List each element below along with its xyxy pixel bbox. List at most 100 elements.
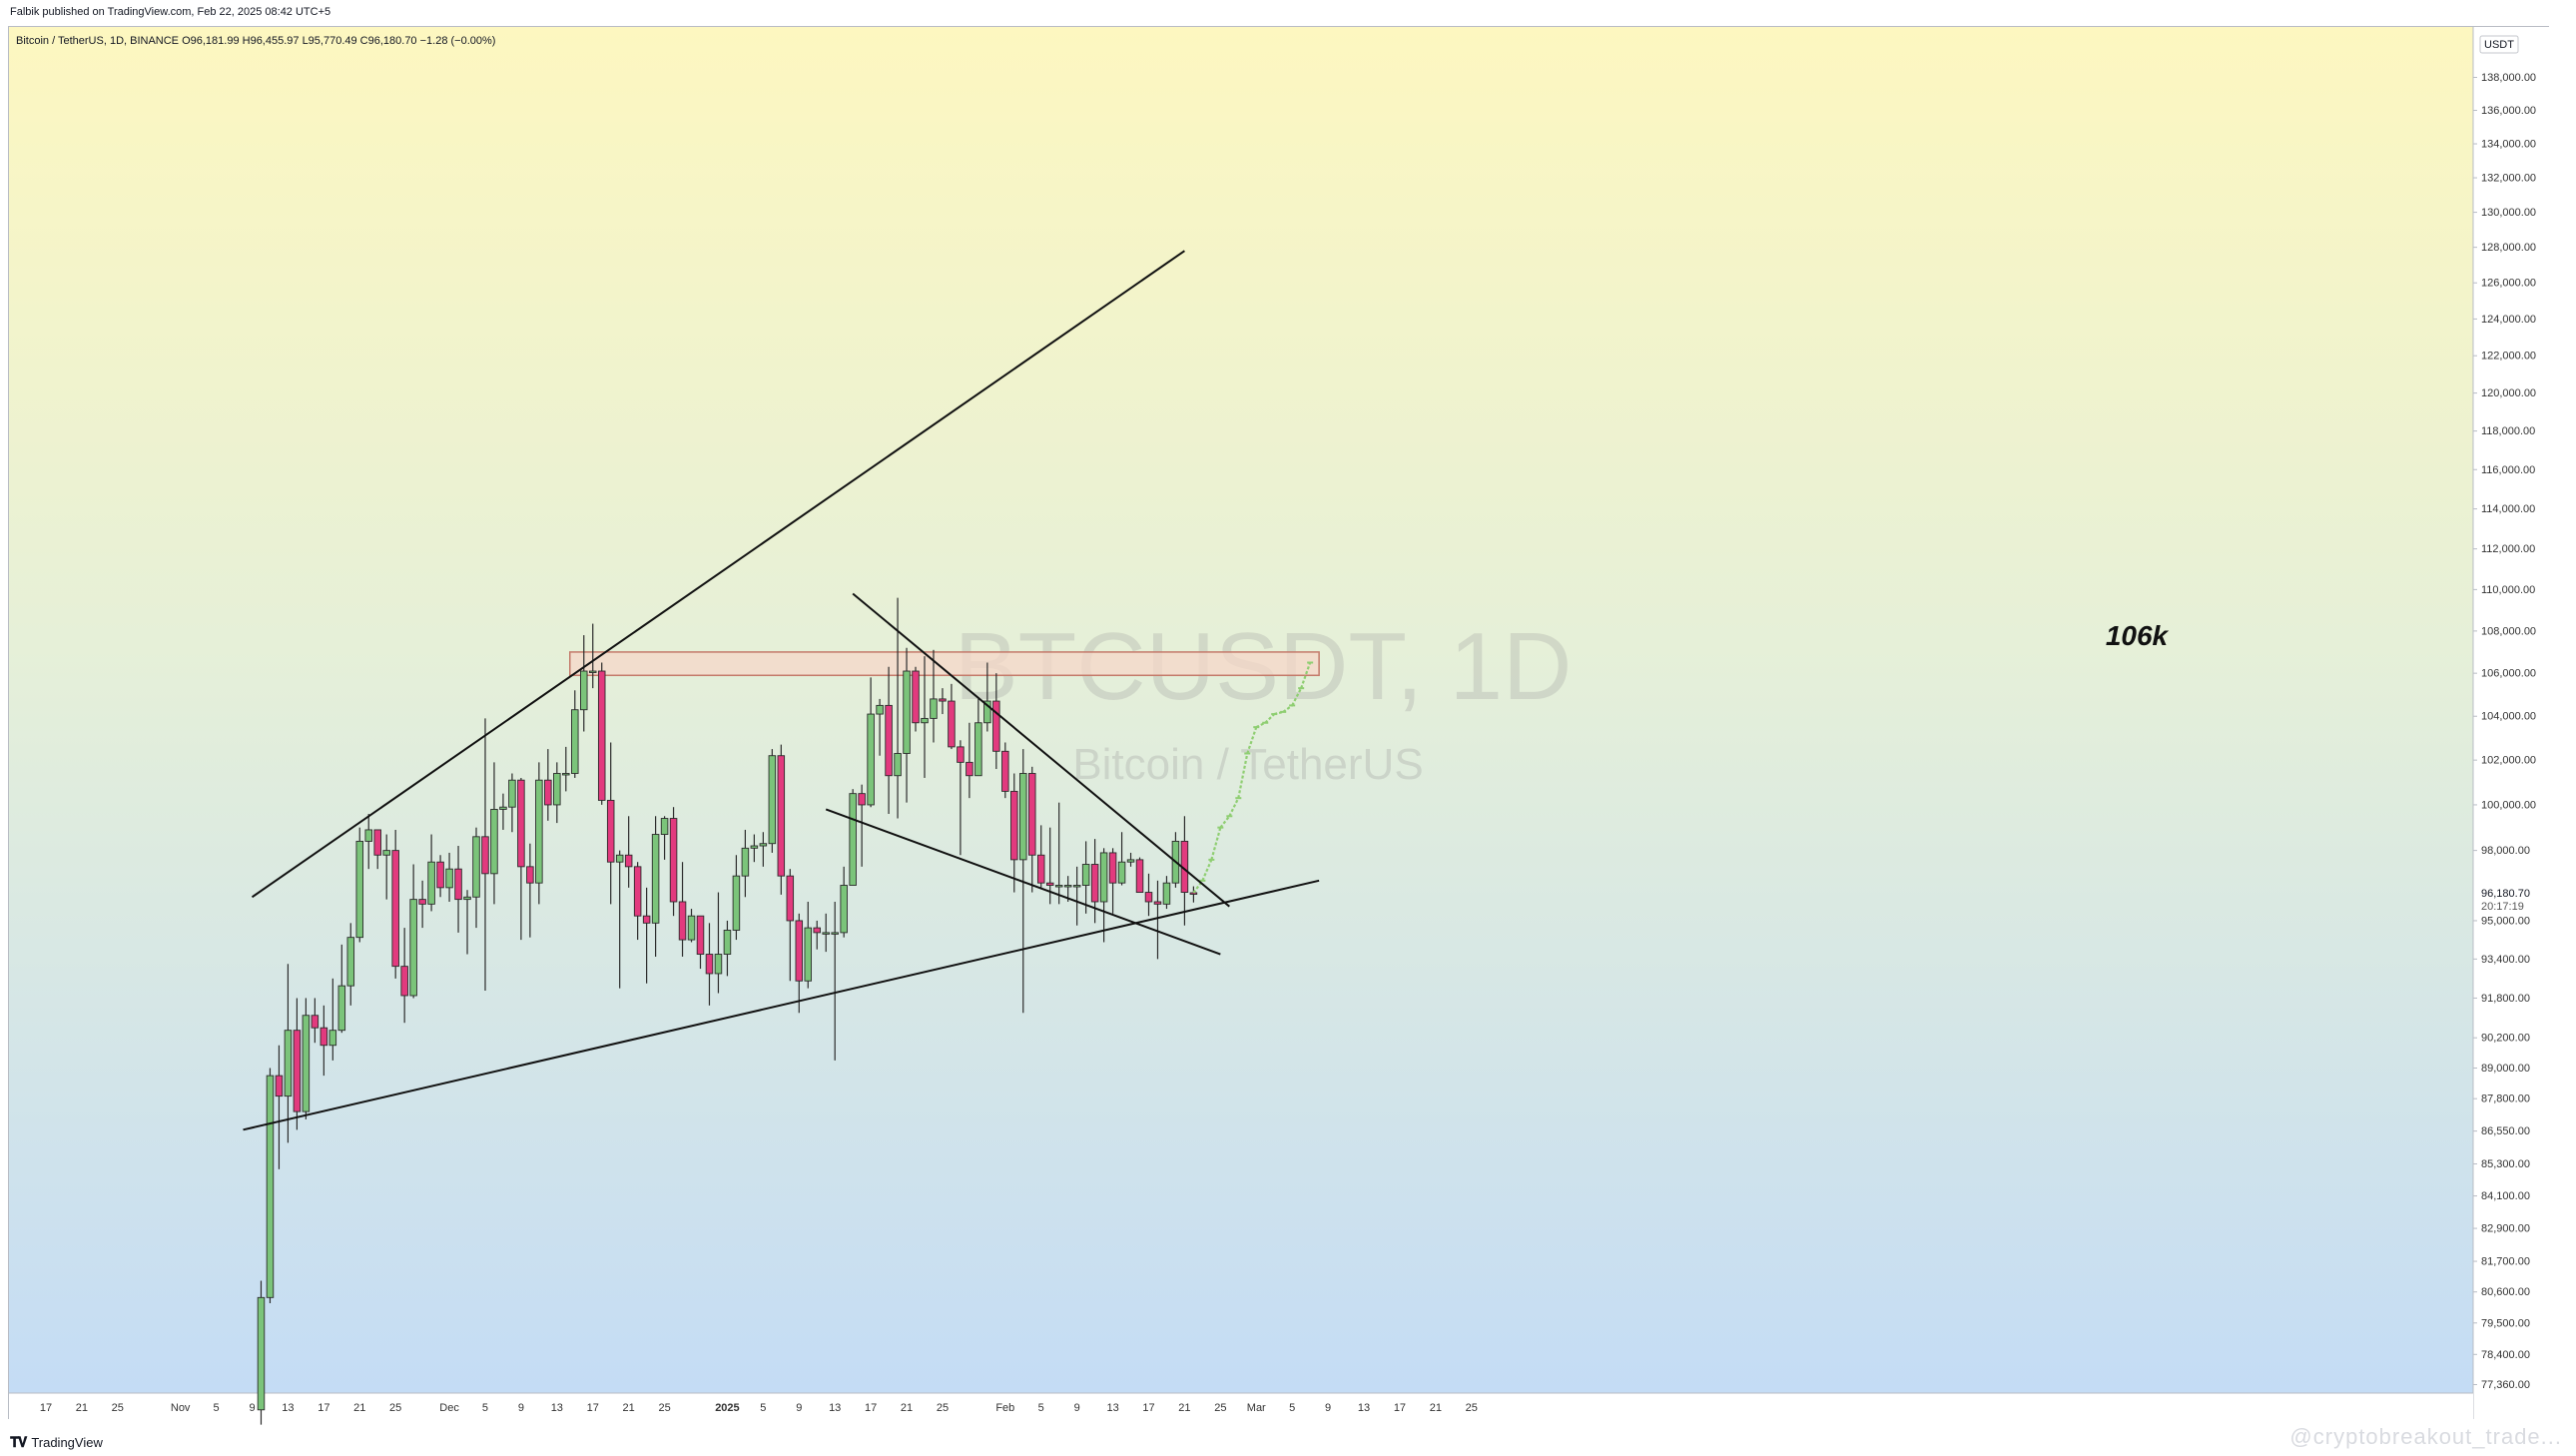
candle-body xyxy=(454,868,462,901)
candle-body xyxy=(1045,882,1054,886)
candle-body xyxy=(714,954,723,975)
candle xyxy=(822,913,830,953)
candle xyxy=(597,662,606,805)
candle xyxy=(939,688,947,715)
candle xyxy=(346,923,355,1006)
price-tick-label: 85,300.00 xyxy=(2481,1158,2530,1170)
candle-body xyxy=(1117,861,1126,884)
plot-background xyxy=(9,27,2473,1393)
tradingview-logo-text: TradingView xyxy=(31,1435,103,1450)
candle xyxy=(642,887,651,984)
time-tick-label: 13 xyxy=(1358,1402,1370,1414)
price-axis-panel xyxy=(2473,27,2549,1419)
time-tick-label: Dec xyxy=(439,1402,459,1414)
candle xyxy=(660,816,669,860)
candle xyxy=(418,880,426,929)
price-tick-label: 81,700.00 xyxy=(2481,1256,2530,1268)
candle-body xyxy=(867,713,875,806)
price-tick-label: 138,000.00 xyxy=(2481,72,2536,84)
candle-body xyxy=(633,866,642,917)
time-tick-label: 21 xyxy=(353,1402,365,1414)
trendline-descending-resistance xyxy=(852,592,1230,908)
candle-body xyxy=(1126,859,1135,863)
candle xyxy=(1099,848,1108,943)
time-tick-label: 13 xyxy=(551,1402,563,1414)
tradingview-logo[interactable]: 𝐓𝐕 TradingView xyxy=(10,1434,103,1451)
last-price-label: 96,180.70 xyxy=(2481,888,2530,900)
price-tick-label: 90,200.00 xyxy=(2481,1033,2530,1045)
candle xyxy=(651,816,660,957)
price-tick-label: 122,000.00 xyxy=(2481,351,2536,363)
candle-body xyxy=(553,773,561,806)
candle xyxy=(723,920,732,977)
candle-body xyxy=(346,937,355,987)
time-tick-label: 17 xyxy=(587,1402,599,1414)
candle-body xyxy=(876,704,884,715)
candle xyxy=(732,855,741,941)
candle-body xyxy=(490,809,498,875)
candle-body xyxy=(544,779,552,806)
candle-body xyxy=(696,915,705,955)
candle xyxy=(840,866,848,938)
price-tick-label: 89,000.00 xyxy=(2481,1063,2530,1075)
projection-segment xyxy=(1219,815,1231,829)
candle xyxy=(337,944,346,1034)
candle xyxy=(391,829,399,979)
candle-body xyxy=(1162,882,1171,905)
price-tick-label: 114,000.00 xyxy=(2481,503,2535,515)
candle-body xyxy=(732,875,741,931)
candles xyxy=(257,597,1198,1425)
candle xyxy=(912,666,920,732)
time-tick-label: 21 xyxy=(76,1402,88,1414)
candle xyxy=(786,869,795,982)
candle-body xyxy=(1072,885,1081,888)
time-tick-label: 9 xyxy=(1074,1402,1080,1414)
price-tick-label: 120,000.00 xyxy=(2481,387,2536,399)
price-tick-label: 82,900.00 xyxy=(2481,1223,2530,1235)
candle xyxy=(1135,857,1144,894)
candle-body xyxy=(1054,885,1063,888)
projection-path xyxy=(1192,661,1314,894)
time-tick-label: 21 xyxy=(1178,1402,1190,1414)
candle-body xyxy=(1081,864,1090,886)
candle xyxy=(293,998,302,1130)
candle-body xyxy=(966,761,973,777)
price-tick-label: 134,000.00 xyxy=(2481,139,2536,151)
projection-segment xyxy=(1237,753,1249,799)
time-tick-label: 17 xyxy=(40,1402,52,1414)
candle-body xyxy=(535,779,543,884)
resistance-zone xyxy=(569,651,1320,677)
candle xyxy=(777,744,786,895)
candle-body xyxy=(1028,773,1036,856)
candle xyxy=(1001,742,1009,799)
candle xyxy=(1010,773,1018,893)
candle-body xyxy=(768,755,777,845)
candle xyxy=(320,1005,328,1077)
candle xyxy=(499,793,507,830)
candle-body xyxy=(930,698,938,719)
price-tick-label: 132,000.00 xyxy=(2481,173,2536,185)
projection-segment xyxy=(1291,687,1303,706)
candle-body xyxy=(894,753,902,777)
candle-body xyxy=(678,901,687,941)
candle-body xyxy=(517,779,525,868)
candle xyxy=(930,649,938,743)
candle xyxy=(355,827,364,943)
candle-body xyxy=(364,829,372,842)
candle xyxy=(472,827,480,929)
candle-body xyxy=(822,932,830,935)
candle-body xyxy=(597,670,606,801)
candle xyxy=(526,843,534,938)
candle-body xyxy=(382,850,390,856)
candle-body xyxy=(974,722,982,777)
candle-body xyxy=(337,985,346,1032)
candle-body xyxy=(750,845,759,849)
time-tick-label: 9 xyxy=(796,1402,802,1414)
candle xyxy=(544,749,552,821)
candle-body xyxy=(1189,892,1198,895)
candle-body xyxy=(642,915,651,924)
candle xyxy=(1126,852,1135,867)
candle-body xyxy=(741,847,750,877)
time-tick-label: 21 xyxy=(1430,1402,1442,1414)
